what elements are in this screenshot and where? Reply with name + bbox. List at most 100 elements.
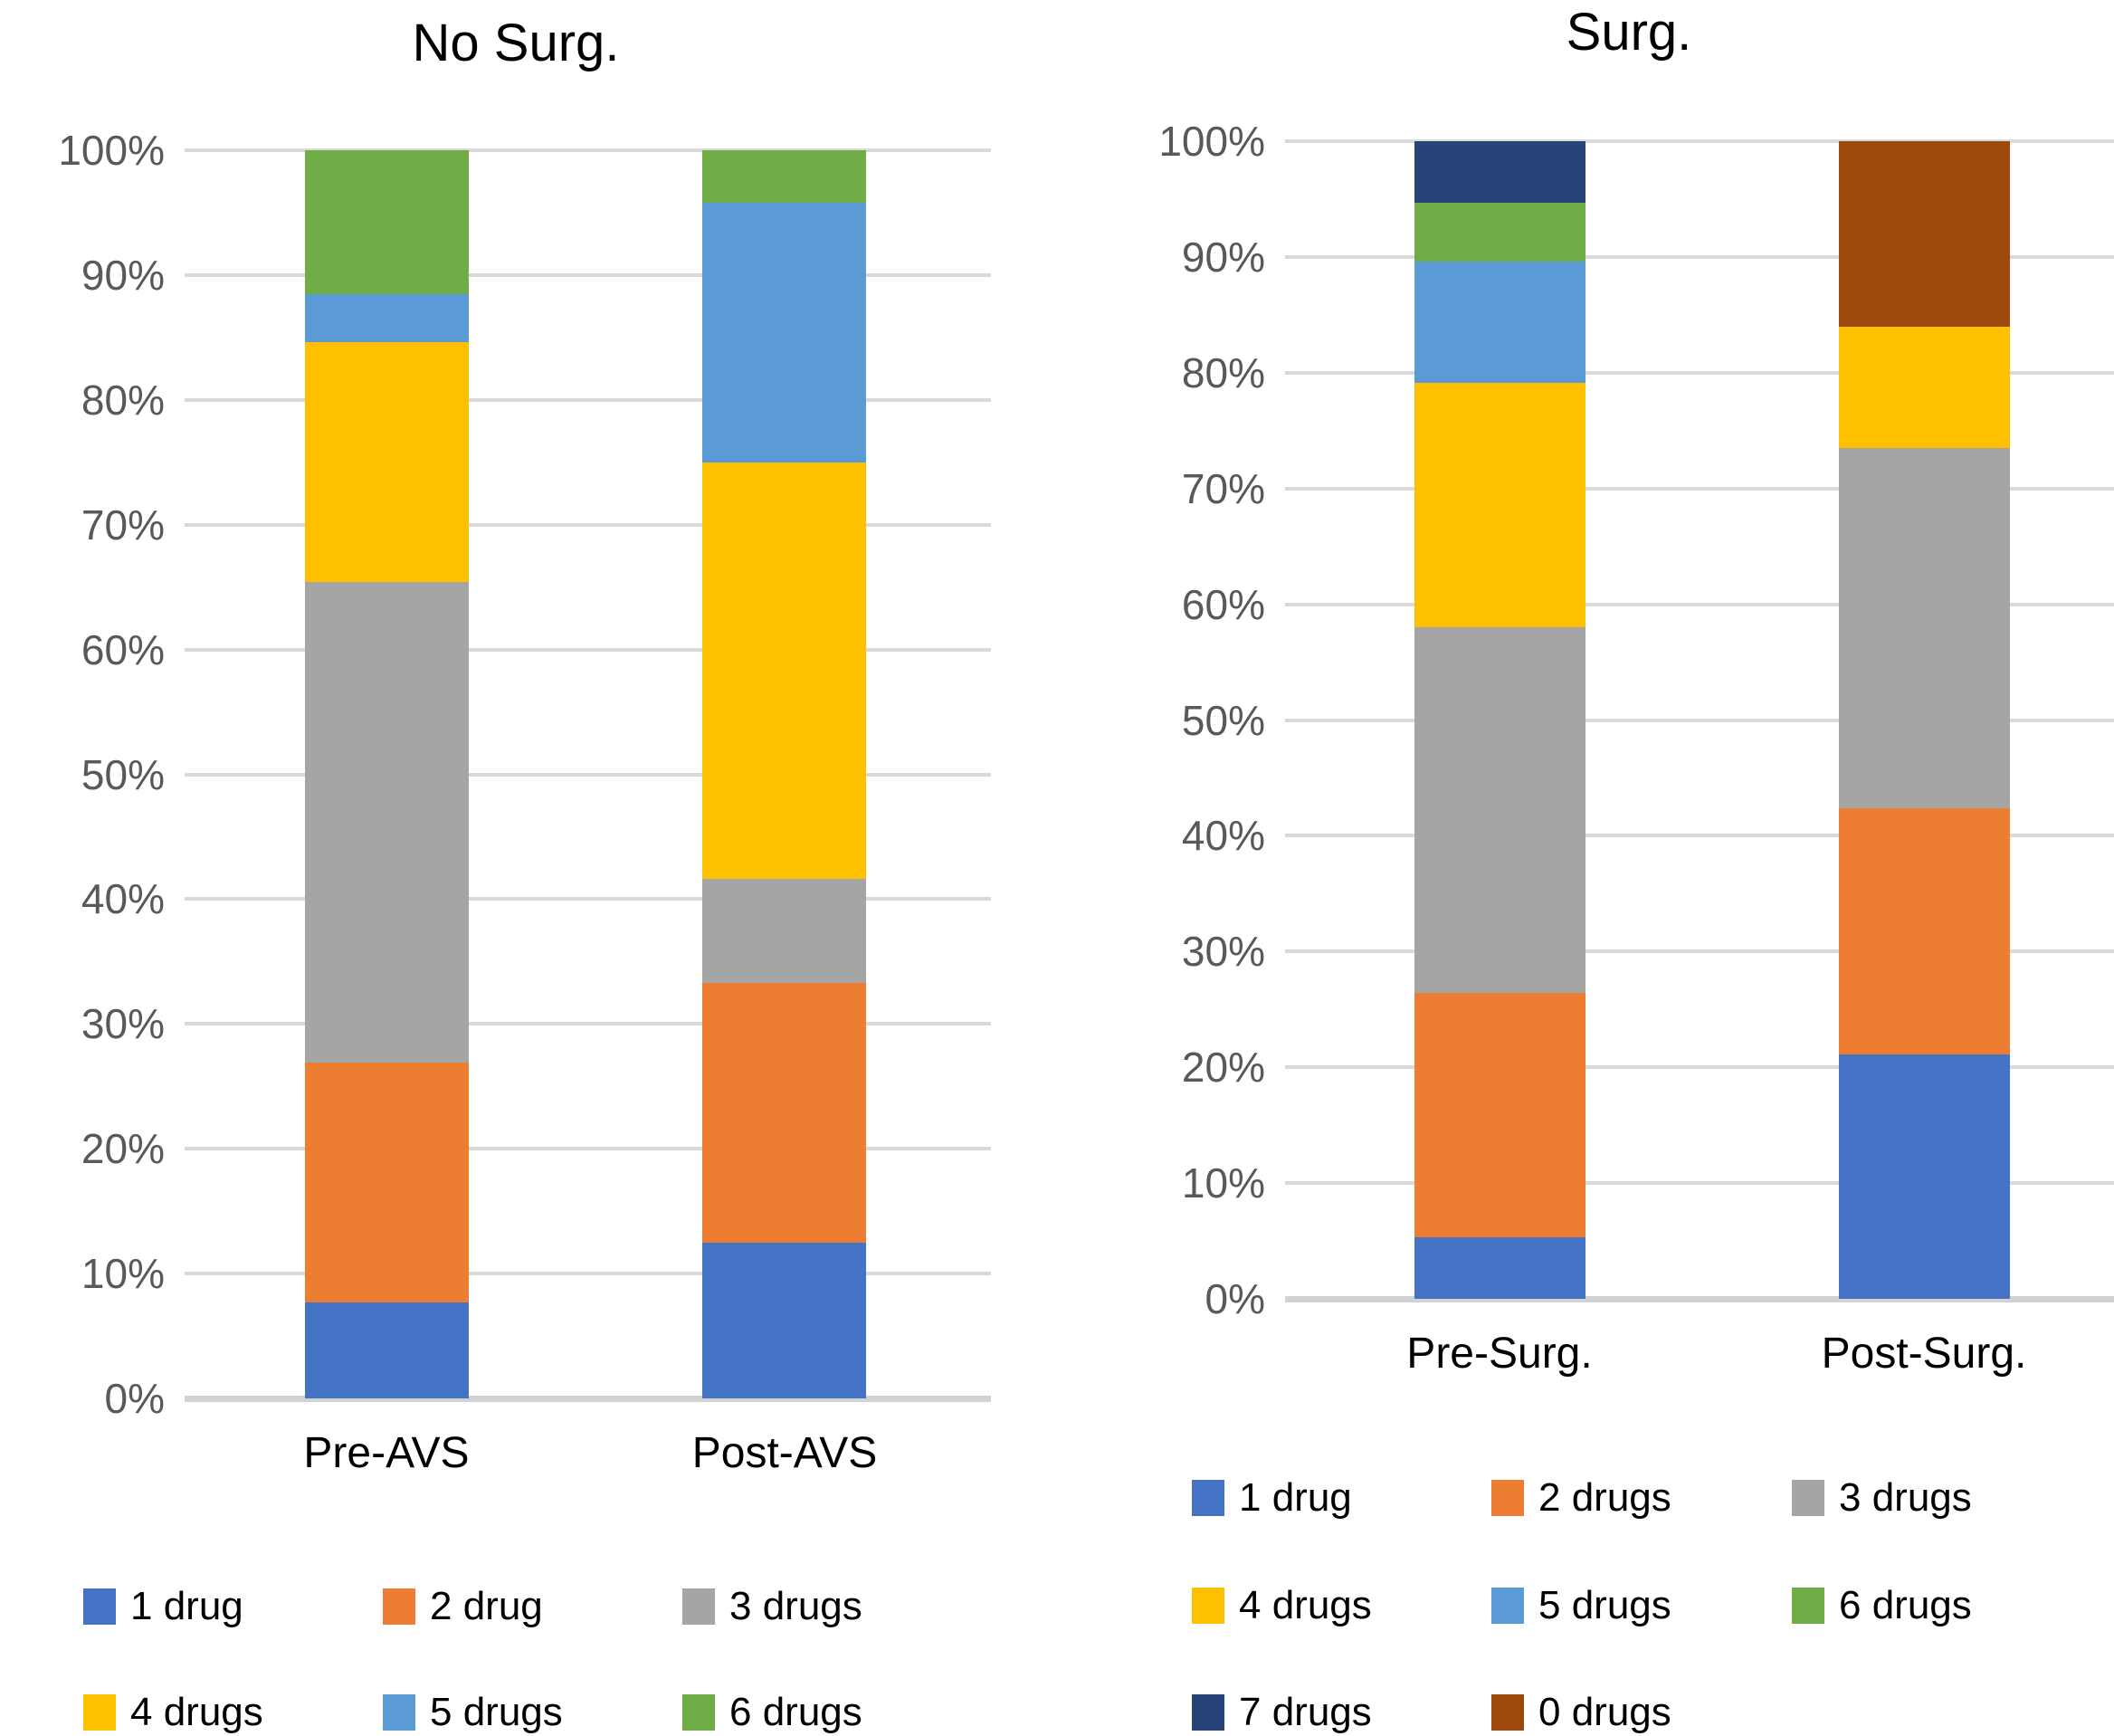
plot-area (185, 148, 991, 1402)
bar-segment (1838, 1054, 2010, 1299)
bar-segment (702, 202, 867, 463)
gridline (185, 522, 991, 527)
legend-label: 6 drugs (729, 1690, 862, 1734)
gridline (1285, 486, 2114, 491)
legend-label: 5 drugs (430, 1690, 563, 1734)
legend-label: 4 drugs (130, 1690, 263, 1734)
legend-item: 5 drugs (1491, 1586, 1671, 1626)
gridline (185, 772, 991, 777)
gridline (1285, 370, 2114, 375)
gridline (1285, 602, 2114, 606)
x-axis-category-label: Pre-Surg. (1406, 1330, 1593, 1378)
legend-swatch (83, 1588, 116, 1625)
gridline (185, 272, 991, 277)
bar-segment (1414, 262, 1586, 384)
legend-label: 3 drugs (729, 1584, 862, 1628)
stacked-bar (702, 150, 867, 1398)
y-axis-tick-label: 90% (81, 251, 165, 299)
x-axis-category-label: Pre-AVS (303, 1429, 470, 1477)
gridline (185, 647, 991, 652)
y-axis-tick-label: 20% (1181, 1044, 1265, 1092)
legend-item: 6 drugs (682, 1693, 862, 1732)
y-axis-tick-label: 40% (1181, 812, 1265, 860)
bar-segment (1414, 141, 1586, 203)
gridline (1285, 834, 2114, 838)
gridline (185, 397, 991, 402)
bar-segment (305, 342, 470, 583)
bar-segment (1838, 326, 2010, 448)
bar-segment (1414, 383, 1586, 628)
chart-title: Surg. (1566, 3, 1692, 62)
bar-segment (1838, 447, 2010, 808)
y-axis-tick-label: 30% (1181, 928, 1265, 976)
bar-segment (1414, 627, 1586, 994)
gridline (1285, 1065, 2114, 1070)
gridline (1285, 718, 2114, 722)
gridline (185, 1022, 991, 1026)
y-axis-tick-label: 60% (81, 625, 165, 673)
legend-item: 6 drugs (1792, 1586, 1972, 1626)
gridline (185, 1147, 991, 1151)
bar-segment (1414, 202, 1586, 262)
x-axis-line (185, 1396, 991, 1402)
y-axis-tick-label: 70% (1181, 464, 1265, 512)
legend-item: 1 drug (83, 1587, 243, 1626)
legend-item: 3 drugs (1792, 1478, 1972, 1518)
y-axis-tick-label: 100% (1158, 118, 1265, 165)
legend-swatch (1491, 1694, 1524, 1731)
gridline (1285, 949, 2114, 954)
legend-swatch (383, 1694, 415, 1731)
legend-label: 0 drugs (1538, 1690, 1671, 1734)
gridline (1285, 254, 2114, 259)
bar-segment (702, 462, 867, 880)
legend-item: 4 drugs (1192, 1586, 1372, 1626)
bar-segment (305, 1302, 470, 1398)
legend-swatch (682, 1694, 715, 1731)
gridline (185, 148, 991, 152)
legend-label: 4 drugs (1239, 1583, 1372, 1627)
legend-label: 2 drugs (1538, 1475, 1671, 1520)
y-axis-tick-label: 10% (81, 1250, 165, 1298)
legend-label: 3 drugs (1839, 1475, 1972, 1520)
legend-label: 2 drug (430, 1584, 543, 1628)
y-axis-tick-label: 80% (81, 376, 165, 424)
y-axis-tick-label: 70% (81, 501, 165, 548)
legend-swatch (682, 1588, 715, 1625)
legend-swatch (383, 1588, 415, 1625)
x-axis-line (1285, 1296, 2114, 1302)
y-axis-tick-label: 90% (1181, 233, 1265, 281)
plot-area (1285, 139, 2114, 1302)
legend-label: 1 drug (1239, 1475, 1352, 1520)
bar-segment (305, 582, 470, 1064)
y-axis-tick-label: 60% (1181, 580, 1265, 628)
bar-segment (702, 150, 867, 203)
legend-label: 7 drugs (1239, 1690, 1372, 1734)
y-axis-tick-label: 10% (1181, 1159, 1265, 1207)
legend-item: 1 drug (1192, 1478, 1352, 1518)
legend-label: 5 drugs (1538, 1583, 1671, 1627)
legend-swatch (1792, 1480, 1824, 1516)
y-axis-tick-label: 0% (1205, 1275, 1265, 1322)
legend-swatch (1491, 1588, 1524, 1624)
gridline (1285, 139, 2114, 143)
bar-segment (305, 150, 470, 294)
legend-swatch (1192, 1694, 1224, 1731)
gridline (185, 897, 991, 901)
bar-segment (702, 879, 867, 983)
legend-swatch (83, 1694, 116, 1731)
chart-title: No Surg. (412, 14, 620, 72)
bar-segment (1838, 807, 2010, 1055)
bar-segment (1414, 1237, 1586, 1299)
bar-segment (305, 1063, 470, 1302)
bar-segment (702, 1242, 867, 1398)
stacked-bar (1838, 141, 2010, 1299)
legend-swatch (1192, 1588, 1224, 1624)
legend-item: 5 drugs (383, 1693, 563, 1732)
legend-item: 4 drugs (83, 1693, 263, 1732)
legend-item: 7 drugs (1192, 1693, 1372, 1732)
y-axis-tick-label: 40% (81, 875, 165, 923)
bar-segment (305, 293, 470, 343)
